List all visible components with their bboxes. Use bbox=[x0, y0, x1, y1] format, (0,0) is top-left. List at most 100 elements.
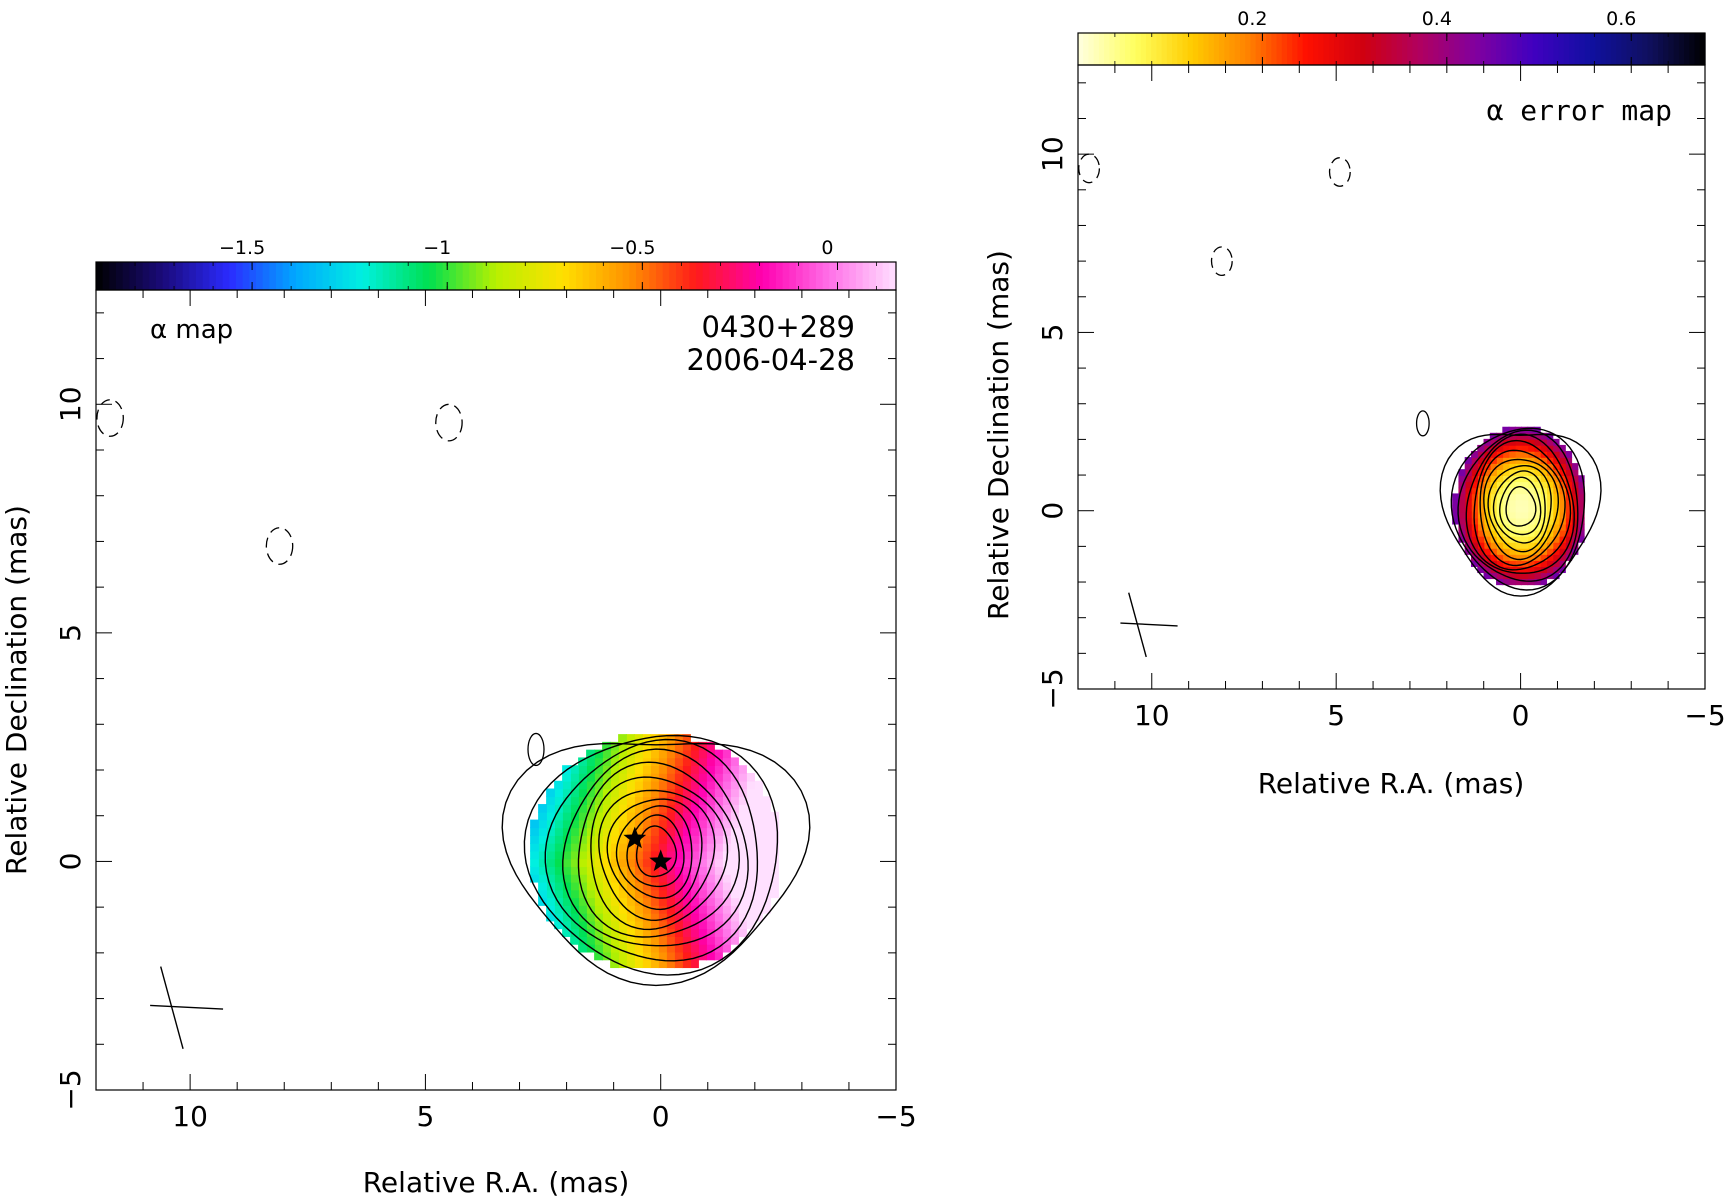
map-pixel bbox=[738, 897, 747, 906]
map-pixel bbox=[1483, 505, 1491, 513]
map-pixel bbox=[690, 741, 699, 751]
map-pixel bbox=[714, 920, 723, 930]
map-pixel bbox=[570, 920, 579, 930]
map-pixel bbox=[730, 842, 739, 852]
map-pixel bbox=[1546, 469, 1554, 477]
map-pixel bbox=[578, 819, 587, 829]
map-pixel bbox=[1521, 450, 1529, 458]
map-pixel bbox=[730, 765, 739, 774]
map-pixel bbox=[1452, 499, 1460, 507]
map-pixel bbox=[586, 858, 595, 868]
colorbar-cell bbox=[1454, 33, 1461, 65]
map-pixel bbox=[586, 765, 595, 774]
map-pixel bbox=[562, 858, 571, 868]
map-pixel bbox=[674, 788, 683, 798]
colorbar-cell bbox=[1344, 33, 1351, 65]
map-pixel bbox=[618, 943, 627, 953]
colorbar-cell bbox=[482, 262, 490, 290]
map-pixel bbox=[1533, 511, 1541, 519]
map-pixel bbox=[602, 741, 611, 751]
map-pixel bbox=[1546, 517, 1554, 525]
map-pixel bbox=[642, 959, 651, 969]
colorbar-cell bbox=[862, 262, 870, 290]
map-pixel bbox=[746, 874, 755, 883]
map-pixel bbox=[650, 765, 659, 774]
y-axis-label-alpha-error: Relative Declination (mas) bbox=[982, 250, 1015, 620]
colorbar-cell bbox=[1668, 33, 1675, 65]
y-tick-label: 0 bbox=[54, 853, 87, 871]
colorbar-cell bbox=[656, 262, 664, 290]
map-pixel bbox=[770, 874, 779, 883]
map-pixel bbox=[562, 905, 571, 914]
colorbar-cell bbox=[1151, 33, 1157, 65]
map-pixel bbox=[1508, 493, 1516, 501]
map-pixel bbox=[1477, 481, 1485, 489]
map-pixel bbox=[578, 835, 587, 844]
map-pixel bbox=[570, 765, 579, 774]
map-pixel bbox=[722, 881, 731, 891]
colorbar-cell bbox=[1349, 33, 1356, 65]
colorbar-cell bbox=[202, 262, 210, 290]
colorbar-cell bbox=[882, 262, 890, 290]
map-pixel bbox=[1502, 469, 1510, 477]
map-pixel bbox=[690, 772, 699, 782]
map-pixel bbox=[1521, 444, 1529, 452]
map-pixel bbox=[658, 788, 667, 798]
colorbar-cell bbox=[1093, 33, 1100, 65]
map-pixel bbox=[554, 796, 563, 805]
map-pixel bbox=[1539, 535, 1548, 543]
map-pixel bbox=[642, 928, 651, 937]
colorbar-cell bbox=[1590, 33, 1596, 65]
map-pixel bbox=[658, 757, 667, 766]
map-pixel bbox=[706, 827, 715, 836]
map-pixel bbox=[642, 905, 651, 914]
map-pixel bbox=[1533, 566, 1541, 574]
map-pixel bbox=[626, 765, 635, 774]
map-pixel bbox=[1514, 578, 1522, 586]
map-pixel bbox=[1514, 517, 1522, 525]
map-pixel bbox=[1496, 469, 1504, 477]
intensity-contour bbox=[562, 748, 749, 947]
positive-contour-blob bbox=[1415, 410, 1430, 437]
map-pixel bbox=[602, 819, 611, 829]
map-pixel bbox=[650, 796, 659, 805]
map-pixel bbox=[762, 842, 771, 852]
map-pixel bbox=[658, 819, 667, 829]
map-pixel bbox=[618, 757, 627, 766]
map-pixel bbox=[714, 796, 723, 805]
map-pixel bbox=[754, 780, 763, 790]
map-pixel bbox=[730, 912, 739, 922]
beam-major-axis bbox=[1128, 592, 1147, 658]
colorbar-cell bbox=[1553, 33, 1560, 65]
map-pixel bbox=[610, 811, 619, 821]
map-pixel bbox=[1533, 432, 1541, 440]
map-pixel bbox=[1546, 547, 1554, 555]
map-pixel bbox=[642, 819, 651, 829]
map-pixel bbox=[674, 772, 683, 782]
intensity-contour bbox=[635, 825, 678, 878]
map-pixel bbox=[1489, 493, 1497, 501]
map-pixel bbox=[1521, 499, 1529, 507]
colorbar-cell bbox=[596, 262, 604, 290]
map-pixel bbox=[1539, 499, 1548, 507]
map-pixel bbox=[602, 749, 611, 759]
colorbar-cell bbox=[496, 262, 504, 290]
colorbar-cell bbox=[716, 262, 724, 290]
map-pixel bbox=[1502, 541, 1510, 549]
map-pixel bbox=[602, 951, 611, 961]
map-pixel bbox=[586, 912, 595, 922]
map-pixel bbox=[626, 912, 635, 922]
map-pixel bbox=[594, 920, 603, 930]
map-pixel bbox=[578, 804, 587, 813]
map-pixel bbox=[1558, 523, 1566, 531]
map-pixel bbox=[602, 811, 611, 821]
colorbar-cell bbox=[1083, 33, 1090, 65]
colorbar-cell bbox=[1328, 33, 1335, 65]
map-pixel bbox=[738, 765, 747, 774]
map-pixel bbox=[594, 889, 603, 899]
map-pixel bbox=[1565, 517, 1573, 525]
map-pixel bbox=[666, 881, 675, 891]
colorbar-cell bbox=[336, 262, 344, 290]
map-pixel bbox=[626, 920, 635, 930]
map-pixel bbox=[634, 842, 643, 852]
